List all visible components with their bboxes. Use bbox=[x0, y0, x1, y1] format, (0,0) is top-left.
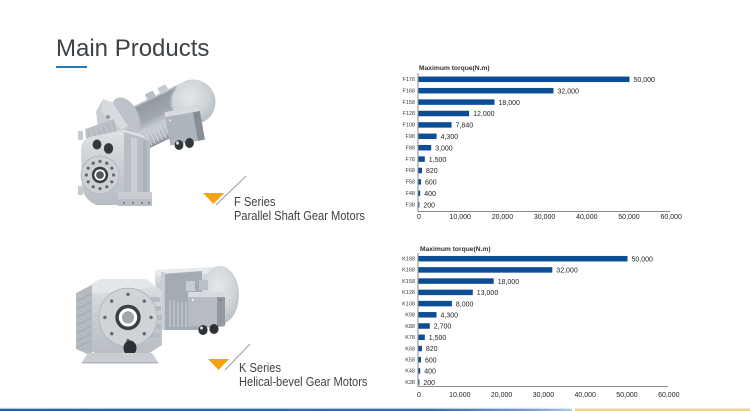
svg-text:F108: F108 bbox=[402, 123, 415, 129]
svg-text:3,000: 3,000 bbox=[435, 145, 453, 152]
svg-text:20,000: 20,000 bbox=[491, 392, 513, 399]
svg-text:F58: F58 bbox=[406, 180, 415, 186]
svg-text:F88: F88 bbox=[406, 145, 415, 151]
svg-text:1,500: 1,500 bbox=[429, 335, 447, 342]
svg-text:40,000: 40,000 bbox=[574, 392, 596, 399]
svg-text:0: 0 bbox=[417, 214, 421, 221]
svg-text:10,000: 10,000 bbox=[449, 214, 471, 221]
svg-text:0: 0 bbox=[417, 392, 421, 399]
svg-text:F98: F98 bbox=[406, 134, 415, 140]
svg-text:K188: K188 bbox=[402, 257, 415, 263]
svg-text:30,000: 30,000 bbox=[533, 392, 555, 399]
svg-text:4,300: 4,300 bbox=[441, 313, 459, 320]
svg-text:200: 200 bbox=[423, 202, 435, 209]
svg-text:10,000: 10,000 bbox=[449, 392, 471, 399]
svg-text:50,000: 50,000 bbox=[632, 256, 654, 263]
svg-text:600: 600 bbox=[425, 357, 437, 364]
svg-text:K98: K98 bbox=[405, 313, 415, 319]
svg-text:13,000: 13,000 bbox=[477, 290, 499, 297]
svg-text:18,000: 18,000 bbox=[498, 279, 520, 286]
svg-text:F68: F68 bbox=[406, 168, 415, 174]
svg-text:4,300: 4,300 bbox=[441, 134, 459, 141]
svg-text:K88: K88 bbox=[405, 324, 415, 330]
svg-text:600: 600 bbox=[425, 180, 437, 187]
svg-text:1,500: 1,500 bbox=[429, 157, 447, 164]
svg-text:K78: K78 bbox=[405, 335, 415, 341]
svg-text:50,000: 50,000 bbox=[616, 392, 638, 399]
svg-text:K58: K58 bbox=[405, 358, 415, 364]
svg-text:F178: F178 bbox=[402, 77, 415, 83]
svg-text:12,000: 12,000 bbox=[473, 111, 495, 118]
svg-text:820: 820 bbox=[426, 168, 438, 175]
svg-text:F158: F158 bbox=[402, 100, 415, 106]
svg-text:K38: K38 bbox=[405, 380, 415, 386]
svg-text:K128: K128 bbox=[402, 290, 415, 296]
svg-text:60,000: 60,000 bbox=[660, 214, 682, 221]
svg-text:K108: K108 bbox=[402, 301, 415, 307]
svg-text:32,000: 32,000 bbox=[556, 268, 578, 275]
svg-text:200: 200 bbox=[423, 380, 435, 387]
svg-text:Maximum torque(N.m): Maximum torque(N.m) bbox=[420, 246, 491, 253]
svg-text:K48: K48 bbox=[405, 369, 415, 375]
svg-text:18,000: 18,000 bbox=[499, 100, 521, 107]
svg-text:F78: F78 bbox=[406, 157, 415, 163]
svg-text:F128: F128 bbox=[402, 111, 415, 117]
svg-text:40,000: 40,000 bbox=[576, 214, 598, 221]
svg-text:32,000: 32,000 bbox=[558, 88, 580, 95]
svg-text:Maximum torque(N.m): Maximum torque(N.m) bbox=[419, 65, 490, 72]
svg-text:K68: K68 bbox=[405, 346, 415, 352]
svg-text:400: 400 bbox=[424, 191, 436, 198]
svg-text:30,000: 30,000 bbox=[534, 214, 556, 221]
svg-text:2,700: 2,700 bbox=[434, 324, 452, 331]
svg-text:F168: F168 bbox=[402, 88, 415, 94]
svg-text:20,000: 20,000 bbox=[492, 214, 514, 221]
svg-text:F38: F38 bbox=[406, 202, 415, 208]
svg-text:60,000: 60,000 bbox=[658, 392, 680, 399]
svg-text:50,000: 50,000 bbox=[618, 214, 640, 221]
svg-text:8,000: 8,000 bbox=[456, 301, 474, 308]
svg-text:50,000: 50,000 bbox=[634, 77, 656, 84]
svg-text:K168: K168 bbox=[402, 268, 415, 274]
svg-text:400: 400 bbox=[424, 369, 436, 376]
svg-text:K158: K158 bbox=[402, 279, 415, 285]
svg-text:F48: F48 bbox=[406, 191, 415, 197]
svg-text:7,840: 7,840 bbox=[456, 123, 474, 130]
svg-text:820: 820 bbox=[426, 346, 438, 353]
